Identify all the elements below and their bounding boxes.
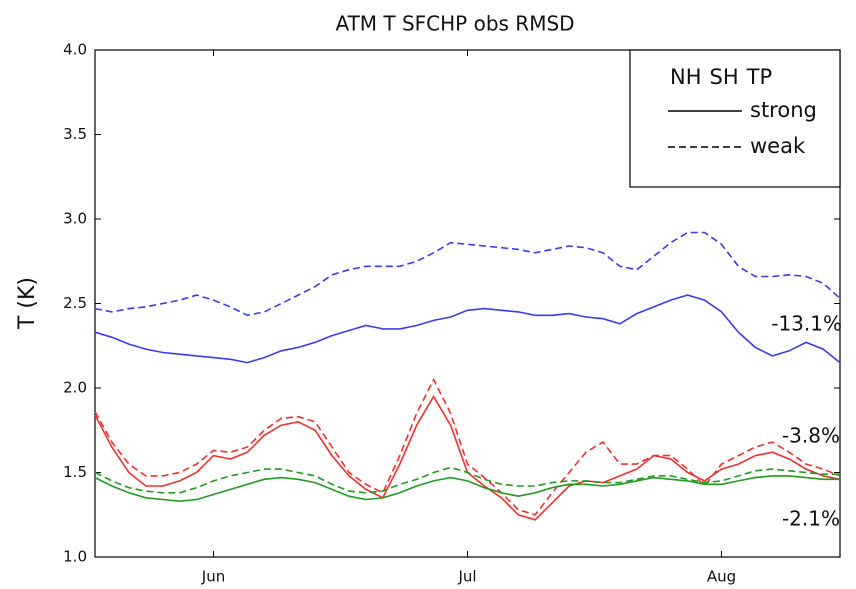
series-line: [94, 394, 841, 521]
y-tick-label: 3.0: [63, 210, 87, 228]
legend-region: SH: [710, 65, 739, 89]
y-tick-label: 2.0: [63, 379, 87, 397]
x-tick-label: Jun: [201, 568, 225, 586]
annotation: -3.8%: [782, 424, 840, 448]
chart-title: ATM T SFCHP obs RMSD: [335, 12, 574, 36]
annotation: -13.1%: [771, 312, 842, 336]
legend-style: weak: [750, 134, 806, 158]
legend-style: strong: [750, 98, 817, 122]
series-line: [94, 475, 840, 503]
series-line: [94, 294, 841, 364]
legend-box: [629, 49, 841, 188]
y-tick-label: 1.0: [63, 548, 87, 566]
y-tick-label: 4.0: [63, 41, 87, 59]
legend-region: NH: [670, 65, 702, 89]
y-axis-label: T (K): [15, 277, 40, 330]
series-line: [94, 377, 841, 516]
x-tick-label: Aug: [707, 568, 736, 586]
x-tick-label: Jul: [457, 568, 476, 586]
y-tick-label: 2.5: [63, 294, 87, 312]
series-line: [94, 231, 841, 317]
y-tick-label: 3.5: [63, 125, 87, 143]
y-tick-label: 1.5: [63, 463, 87, 481]
annotation: -2.1%: [782, 507, 840, 531]
series-line: [94, 466, 840, 494]
legend-region: TP: [746, 65, 773, 89]
